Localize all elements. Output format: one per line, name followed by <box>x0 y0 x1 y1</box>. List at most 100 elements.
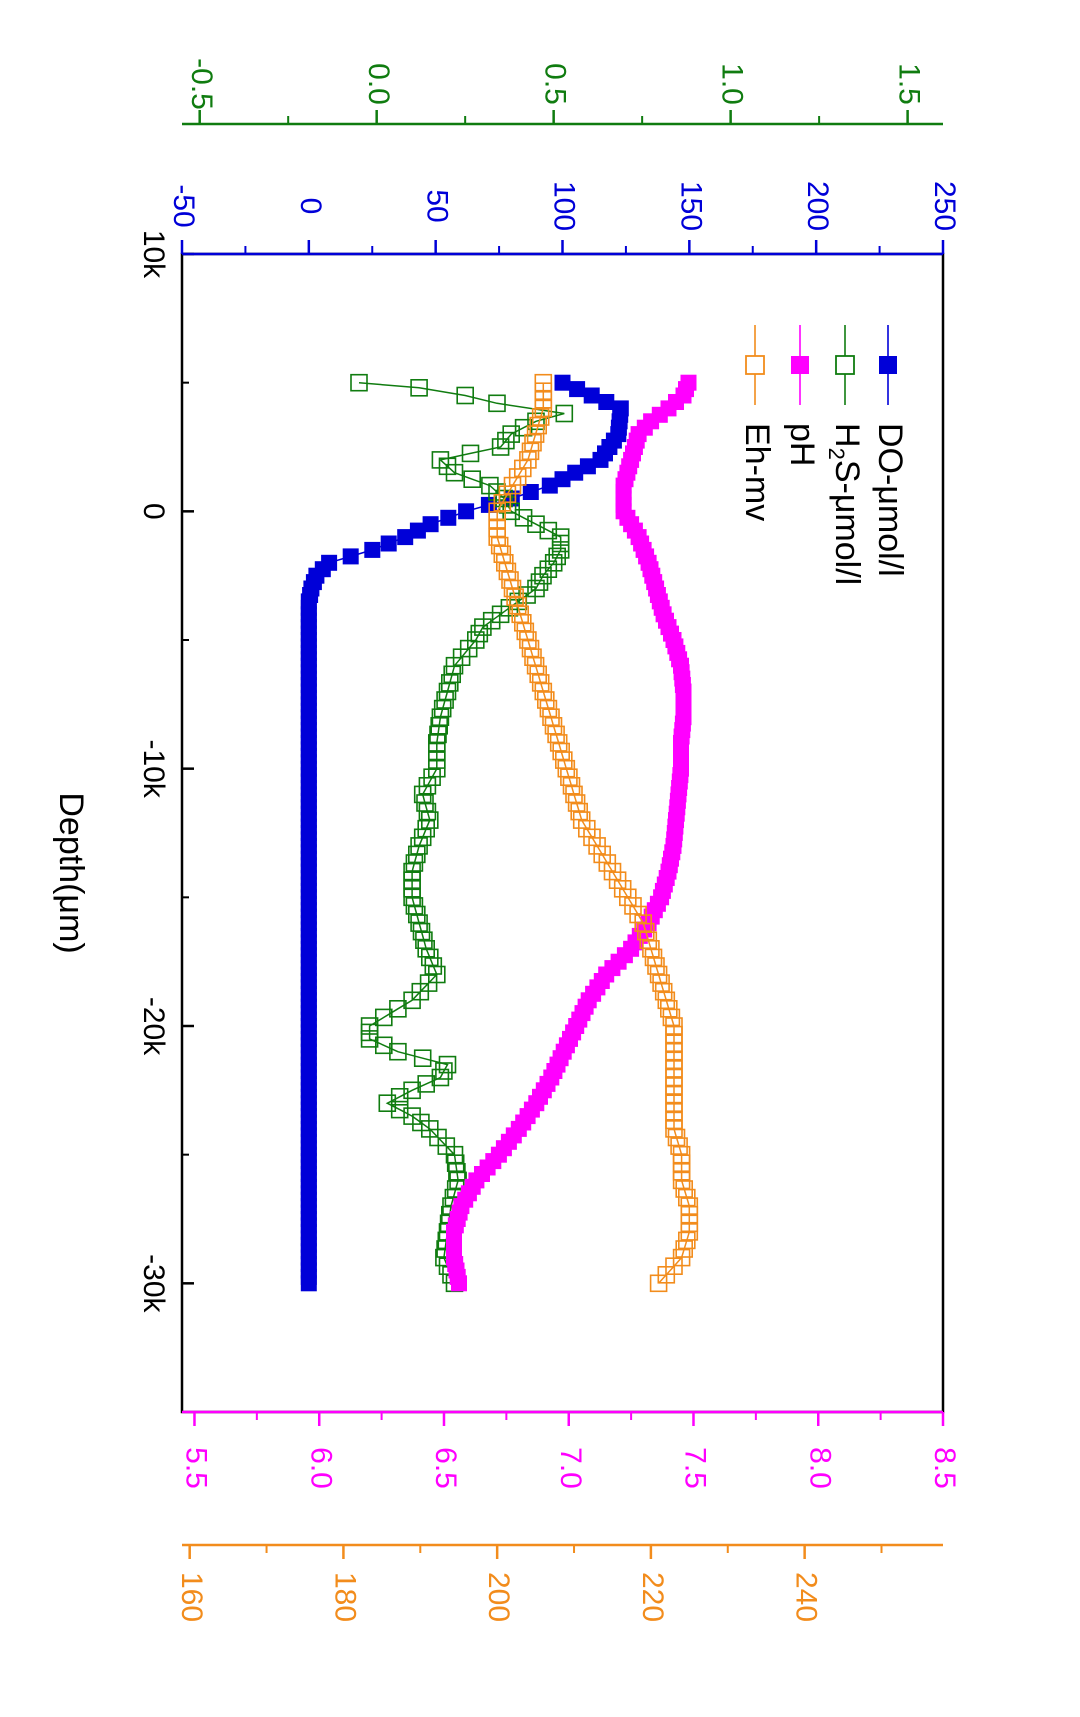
do-axis: -50 0 50 100 150 200 250 <box>167 181 961 256</box>
depth-tick-label: 10k <box>137 230 170 279</box>
data-point <box>350 373 368 392</box>
legend-entry-h2s: H2S-μmol/l <box>824 325 866 585</box>
do-axis-tick-label: 100 <box>548 181 581 231</box>
data-point <box>451 1275 467 1292</box>
data-point <box>514 418 533 437</box>
data-point <box>527 579 545 598</box>
data-point <box>481 476 499 495</box>
data-point <box>438 1055 457 1074</box>
legend-entry-eh: Eh-mv <box>738 325 776 521</box>
data-point <box>374 1036 393 1055</box>
legend-marker <box>791 356 809 374</box>
data-point <box>413 1049 432 1067</box>
data-point <box>389 1042 407 1061</box>
h2s-axis-tick-label: 0.0 <box>362 63 395 105</box>
legend-label: H2S-μmol/l <box>824 423 866 585</box>
data-point <box>409 522 426 539</box>
data-point <box>390 1100 409 1119</box>
ph-axis-tick-label: 8.0 <box>803 1447 836 1489</box>
ph-axis-tick-label: 6.0 <box>304 1447 337 1489</box>
series-eh <box>488 373 699 1293</box>
series-do <box>300 374 629 1292</box>
data-point <box>522 484 539 500</box>
data-point <box>422 516 439 533</box>
data-point <box>364 541 381 558</box>
axes-layer: 10k 0 -10k -20k -30k Depth(μm) -50 0 50 100 150 200… <box>52 58 961 1622</box>
data-point <box>649 1274 668 1293</box>
ph-axis-tick-label: 6.5 <box>429 1447 462 1489</box>
data-point <box>491 605 510 624</box>
legend-marker <box>879 356 897 374</box>
do-axis-tick-label: 50 <box>421 189 454 222</box>
data-point <box>342 548 359 565</box>
h2s-axis-tick-label: 1.5 <box>893 63 926 105</box>
data-point <box>431 451 450 469</box>
data-point <box>554 374 571 391</box>
legend-label: DO-μmol/l <box>871 423 909 577</box>
depth-tick-label: -10k <box>137 739 170 798</box>
data-point <box>360 1030 379 1048</box>
data-point <box>397 529 414 546</box>
do-axis-tick-label: -50 <box>167 184 200 227</box>
data-point <box>497 431 515 450</box>
data-point <box>488 394 506 413</box>
h2s-axis-tick-label: 1.0 <box>716 63 749 105</box>
data-point <box>554 471 571 488</box>
data-point <box>438 457 457 476</box>
data-point <box>482 611 501 630</box>
legend-marker <box>835 355 855 375</box>
eh-axis-tick-label: 200 <box>482 1572 515 1622</box>
data-point <box>440 509 457 526</box>
legend-entry-ph: pH <box>783 325 821 466</box>
data-point <box>417 1075 436 1093</box>
data-point <box>569 381 586 398</box>
eh-axis-tick-label: 240 <box>790 1572 823 1622</box>
do-axis-tick-label: 200 <box>801 181 834 231</box>
eh-axis: 160 180 200 220 240 <box>175 1543 943 1622</box>
data-point <box>555 404 574 423</box>
legend-entry-do: DO-μmol/l <box>871 325 909 577</box>
do-axis-tick-label: 250 <box>928 181 961 231</box>
data-point <box>410 378 428 397</box>
h2s-axis-tick-label: -0.5 <box>185 58 218 110</box>
data-point <box>380 535 397 552</box>
data-point <box>403 1081 421 1100</box>
data-point <box>551 541 570 559</box>
data-point <box>598 394 615 410</box>
eh-axis-tick-label: 220 <box>636 1572 669 1622</box>
ph-axis-tick-label: 5.5 <box>180 1447 213 1489</box>
data-point <box>300 1275 317 1292</box>
h2s-axis-tick-label: 0.5 <box>539 63 572 105</box>
data-point <box>390 1088 409 1106</box>
data-point <box>470 624 489 643</box>
h2s-axis: -0.5 0.0 0.5 1.0 1.5 <box>182 58 943 126</box>
data-point <box>579 458 596 475</box>
depth-tick-label: -30k <box>137 1254 170 1313</box>
data-point <box>567 464 584 481</box>
data-point <box>592 451 609 468</box>
data-point <box>544 553 563 572</box>
ph-axis-tick-label: 7.5 <box>679 1447 712 1489</box>
data-point <box>539 521 558 540</box>
data-point <box>463 470 482 489</box>
data-point <box>530 573 549 591</box>
ph-axis-tick-label: 7.0 <box>554 1447 587 1489</box>
data-point <box>498 496 517 514</box>
data-point <box>435 1062 453 1080</box>
data-point <box>514 508 533 527</box>
data-point <box>491 438 510 456</box>
data-point <box>456 386 475 405</box>
legend-label: pH <box>783 423 821 466</box>
eh-axis-tick-label: 160 <box>175 1572 208 1622</box>
depth-tick-label: 0 <box>137 503 170 520</box>
data-point <box>378 1094 397 1112</box>
data-layer <box>300 373 699 1293</box>
data-point <box>548 547 567 566</box>
data-point <box>502 425 521 443</box>
series-line <box>496 382 691 1284</box>
legend-marker <box>745 355 765 375</box>
data-point <box>431 1068 450 1087</box>
